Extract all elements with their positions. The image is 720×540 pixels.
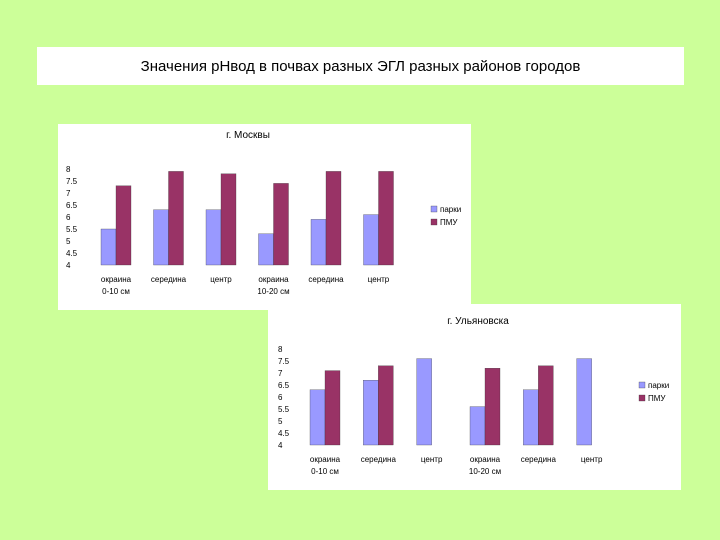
y-tick-label: 7.5 <box>278 357 290 366</box>
x-category-label: центр <box>210 275 232 284</box>
chart-moscow: г. Москвы 8 7.5 7 6.5 6 5.5 5 4.5 4 окраина 0-10 см… <box>58 124 471 310</box>
bar-parks <box>523 389 539 446</box>
x-category-label: окраина <box>310 455 341 464</box>
y-tick-label: 7 <box>278 369 283 378</box>
x-category-label: окраина <box>470 455 501 464</box>
chart-title: г. Ульяновска <box>447 316 509 327</box>
legend-swatch <box>638 394 646 402</box>
bar-parks <box>258 233 274 266</box>
y-tick-label: 6 <box>66 213 71 222</box>
chart-title: г. Москвы <box>226 130 270 141</box>
legend-label: парки <box>648 381 669 390</box>
chart-ulyanovsk-svg: г. Ульяновска 8 7.5 7 6.5 6 5.5 5 4.5 4 окраина 0-1… <box>278 316 669 476</box>
y-tick-label: 7.5 <box>66 177 78 186</box>
x-category-label: середина <box>521 455 557 464</box>
y-tick-label: 5.5 <box>278 405 290 414</box>
x-category-label: 10-20 см <box>469 467 501 476</box>
bar-parks <box>309 389 326 446</box>
legend-swatch <box>430 218 438 226</box>
bar-pmu <box>484 368 501 446</box>
bar-pmu <box>378 171 394 266</box>
x-category-label: центр <box>581 455 603 464</box>
bar-parks <box>100 228 117 266</box>
bar-parks <box>205 209 222 266</box>
legend-swatch <box>638 381 646 389</box>
bar-pmu <box>538 365 554 446</box>
x-category-label: середина <box>361 455 397 464</box>
x-category-label: 10-20 см <box>257 287 289 296</box>
x-category-label: окраина <box>258 275 289 284</box>
y-tick-label: 6.5 <box>278 381 290 390</box>
bar-pmu <box>378 365 394 446</box>
y-tick-label: 5 <box>66 237 71 246</box>
y-tick-label: 6 <box>278 393 283 402</box>
y-tick-label: 8 <box>66 165 71 174</box>
y-tick-label: 5.5 <box>66 225 78 234</box>
y-tick-label: 4.5 <box>278 429 290 438</box>
bar-parks <box>363 214 379 266</box>
x-category-label: центр <box>368 275 390 284</box>
x-category-label: 0-10 см <box>102 287 130 296</box>
bar-parks <box>416 358 432 446</box>
x-category-label: окраина <box>101 275 132 284</box>
y-tick-label: 6.5 <box>66 201 78 210</box>
x-category-label: 0-10 см <box>311 467 339 476</box>
y-tick-label: 4 <box>278 441 283 450</box>
y-tick-label: 4.5 <box>66 249 78 258</box>
bar-pmu <box>220 173 237 266</box>
bar-pmu <box>325 171 342 266</box>
legend-label: парки <box>440 205 461 214</box>
bar-pmu <box>168 171 184 266</box>
bar-parks <box>363 380 379 446</box>
chart-ulyanovsk: г. Ульяновска 8 7.5 7 6.5 6 5.5 5 4.5 4 окраина 0-1… <box>268 304 681 490</box>
x-category-label: центр <box>421 455 443 464</box>
y-tick-label: 8 <box>278 345 283 354</box>
legend-label: ПМУ <box>648 394 666 403</box>
x-category-label: середина <box>308 275 344 284</box>
chart-moscow-svg: г. Москвы 8 7.5 7 6.5 6 5.5 5 4.5 4 окраина 0-10 см… <box>66 130 461 296</box>
bar-parks <box>310 219 327 266</box>
slide-title: Значения рНвод в почвах разных ЭГЛ разны… <box>37 47 684 85</box>
bar-pmu <box>273 183 289 266</box>
bar-pmu <box>324 370 341 446</box>
bar-pmu <box>115 185 132 266</box>
legend-swatch <box>430 205 438 213</box>
bar-parks <box>469 406 486 446</box>
legend-label: ПМУ <box>440 218 458 227</box>
y-tick-label: 5 <box>278 417 283 426</box>
y-tick-label: 4 <box>66 261 71 270</box>
bar-parks <box>576 358 592 446</box>
x-category-label: середина <box>151 275 187 284</box>
bar-parks <box>153 209 169 266</box>
y-tick-label: 7 <box>66 189 71 198</box>
